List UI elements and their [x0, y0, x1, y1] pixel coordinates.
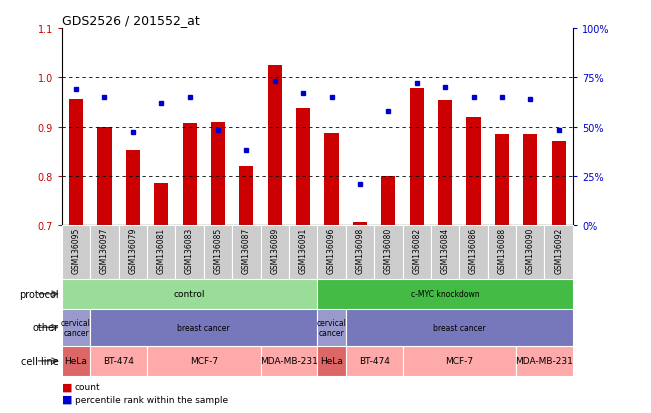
Bar	[260, 346, 317, 376]
Bar	[147, 346, 260, 376]
Text: control: control	[174, 290, 205, 299]
Bar	[353, 223, 367, 225]
Text: GSM136080: GSM136080	[384, 227, 393, 273]
Bar	[98, 128, 111, 225]
Bar	[402, 346, 516, 376]
Bar	[211, 122, 225, 225]
Bar	[324, 134, 339, 225]
Bar	[317, 346, 346, 376]
Bar	[317, 279, 573, 309]
Bar	[409, 89, 424, 225]
FancyBboxPatch shape	[232, 225, 260, 279]
Bar	[296, 109, 311, 225]
Text: BT-474: BT-474	[104, 356, 134, 366]
Bar	[381, 176, 395, 225]
Bar	[62, 309, 90, 346]
FancyBboxPatch shape	[90, 225, 118, 279]
Bar	[268, 66, 282, 225]
FancyBboxPatch shape	[346, 225, 374, 279]
Text: HeLa: HeLa	[320, 356, 343, 366]
Bar	[317, 309, 346, 346]
Text: GSM136091: GSM136091	[299, 227, 308, 273]
Bar	[438, 101, 452, 225]
Text: BT-474: BT-474	[359, 356, 389, 366]
Text: MDA-MB-231: MDA-MB-231	[516, 356, 574, 366]
FancyBboxPatch shape	[204, 225, 232, 279]
FancyBboxPatch shape	[544, 225, 573, 279]
Bar	[90, 346, 147, 376]
Text: GSM136083: GSM136083	[185, 227, 194, 273]
Text: GSM136095: GSM136095	[72, 227, 81, 273]
Text: protocol: protocol	[19, 289, 59, 299]
FancyBboxPatch shape	[260, 225, 289, 279]
Text: cell line: cell line	[21, 356, 59, 366]
Bar	[126, 150, 140, 225]
Text: GSM136084: GSM136084	[441, 227, 450, 273]
Bar	[551, 142, 566, 225]
FancyBboxPatch shape	[175, 225, 204, 279]
Bar	[240, 166, 253, 225]
Text: GSM136079: GSM136079	[128, 227, 137, 273]
Text: count: count	[75, 382, 100, 391]
Bar	[495, 135, 509, 225]
Bar	[69, 100, 83, 225]
Text: ■: ■	[62, 382, 72, 392]
FancyBboxPatch shape	[488, 225, 516, 279]
Text: GSM136081: GSM136081	[157, 227, 166, 273]
Bar	[466, 117, 480, 225]
Text: GSM136097: GSM136097	[100, 227, 109, 273]
Bar	[90, 309, 317, 346]
Text: MCF-7: MCF-7	[189, 356, 218, 366]
FancyBboxPatch shape	[118, 225, 147, 279]
Text: GSM136089: GSM136089	[270, 227, 279, 273]
Text: MDA-MB-231: MDA-MB-231	[260, 356, 318, 366]
Text: other: other	[33, 323, 59, 332]
FancyBboxPatch shape	[289, 225, 317, 279]
Text: percentile rank within the sample: percentile rank within the sample	[75, 394, 228, 404]
Text: GSM136088: GSM136088	[497, 227, 506, 273]
FancyBboxPatch shape	[147, 225, 175, 279]
Text: cervical
cancer: cervical cancer	[316, 318, 346, 337]
FancyBboxPatch shape	[516, 225, 544, 279]
Text: GSM136092: GSM136092	[554, 227, 563, 273]
Text: GSM136090: GSM136090	[526, 227, 534, 273]
FancyBboxPatch shape	[431, 225, 460, 279]
FancyBboxPatch shape	[402, 225, 431, 279]
Text: cervical
cancer: cervical cancer	[61, 318, 91, 337]
Bar	[62, 346, 90, 376]
Text: GSM136087: GSM136087	[242, 227, 251, 273]
Text: HeLa: HeLa	[64, 356, 87, 366]
Text: GSM136082: GSM136082	[412, 227, 421, 273]
Bar	[523, 135, 537, 225]
Bar	[182, 123, 197, 225]
FancyBboxPatch shape	[374, 225, 402, 279]
Text: GSM136086: GSM136086	[469, 227, 478, 273]
Text: GSM136085: GSM136085	[214, 227, 223, 273]
FancyBboxPatch shape	[62, 225, 90, 279]
Text: breast cancer: breast cancer	[433, 323, 486, 332]
Text: ■: ■	[62, 394, 72, 404]
Bar	[346, 309, 573, 346]
Bar	[516, 346, 573, 376]
Bar	[346, 346, 402, 376]
Text: GSM136098: GSM136098	[355, 227, 365, 273]
FancyBboxPatch shape	[317, 225, 346, 279]
Text: GSM136096: GSM136096	[327, 227, 336, 273]
Bar	[62, 279, 317, 309]
Text: breast cancer: breast cancer	[178, 323, 230, 332]
Text: MCF-7: MCF-7	[445, 356, 473, 366]
FancyBboxPatch shape	[460, 225, 488, 279]
Bar	[154, 184, 169, 225]
Text: c-MYC knockdown: c-MYC knockdown	[411, 290, 479, 299]
Text: GDS2526 / 201552_at: GDS2526 / 201552_at	[62, 14, 200, 27]
